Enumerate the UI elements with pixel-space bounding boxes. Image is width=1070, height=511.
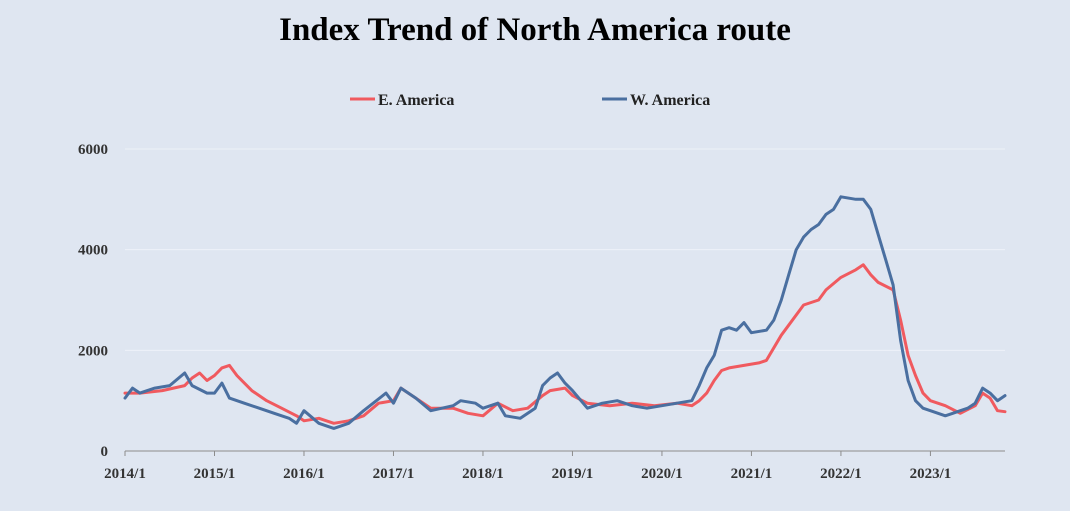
x-tick-label: 2014/1 <box>104 466 146 482</box>
grid-layer <box>125 148 1005 351</box>
axis-layer: 0 2000 4000 6000 2014/1 2015/1 2016/1 2017/1 201… <box>78 142 1005 482</box>
x-tick-label: 2021/1 <box>731 466 773 482</box>
series-line-e-america <box>123 263 1007 425</box>
x-tick-label: 2018/1 <box>462 466 504 482</box>
x-tick-label: 2023/1 <box>910 466 952 482</box>
x-tick-label: 2015/1 <box>194 466 236 482</box>
y-tick-label: 6000 <box>78 142 108 158</box>
series-layer <box>123 195 1007 430</box>
x-tick-label: 2020/1 <box>641 466 683 482</box>
y-tick-label: 0 <box>101 444 109 460</box>
x-tick-label: 2017/1 <box>373 466 415 482</box>
legend-label: E. America <box>378 92 454 109</box>
y-tick-label: 2000 <box>78 343 108 359</box>
x-tick-label: 2019/1 <box>552 466 594 482</box>
x-tick-label: 2016/1 <box>283 466 325 482</box>
series-line-w-america <box>123 195 1007 430</box>
chart-title: Index Trend of North America route <box>279 12 791 48</box>
legend-label: W. America <box>630 92 710 109</box>
x-tick-label: 2022/1 <box>820 466 862 482</box>
y-tick-label: 4000 <box>78 243 108 259</box>
legend: E. America W. America <box>350 92 710 109</box>
